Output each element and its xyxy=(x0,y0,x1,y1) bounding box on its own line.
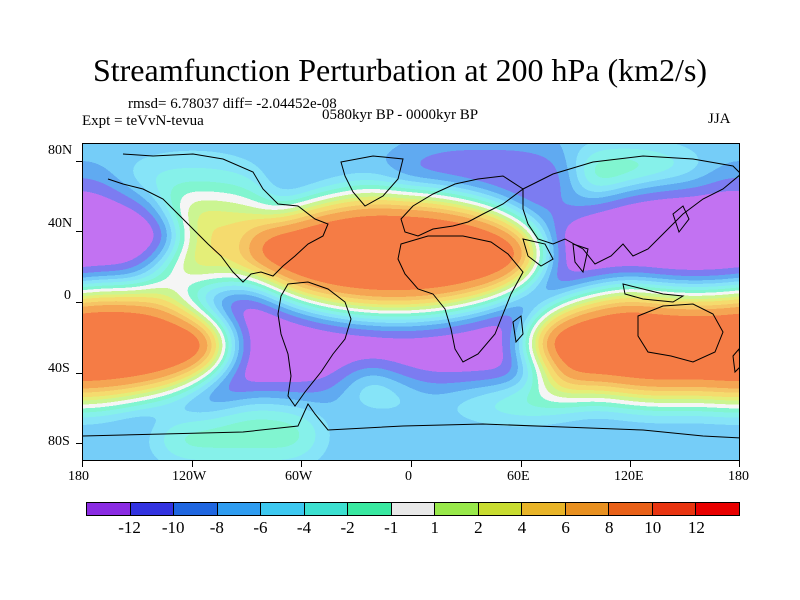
colorbar-box-2 xyxy=(174,503,218,515)
colorbar-label-5: -2 xyxy=(340,518,355,537)
polar-margin-top xyxy=(83,144,739,146)
colorbar-label-1: -10 xyxy=(161,518,185,537)
season-label: JJA xyxy=(708,111,731,127)
field-feature-15 xyxy=(153,401,324,460)
lat-tick-4 xyxy=(76,443,82,445)
colorbar-box-13 xyxy=(652,503,697,515)
colorbar-label-9: 4 xyxy=(517,518,527,537)
colorbar-box-3 xyxy=(217,503,262,515)
colorbar-box-4 xyxy=(261,503,305,515)
colorbar-box-14 xyxy=(696,503,739,515)
lon-tick-1 xyxy=(191,461,193,467)
lat-tick-3 xyxy=(76,372,82,374)
field-feature-0 xyxy=(243,193,544,314)
colorbar-label-13: 12 xyxy=(687,518,705,537)
lon-label-180w: 180 xyxy=(68,469,89,484)
colorbar-label-10: 6 xyxy=(561,518,570,537)
lon-label-120w: 120W xyxy=(172,469,207,484)
colorbar-label-8: 2 xyxy=(474,518,483,537)
lon-label-120e: 120E xyxy=(614,469,644,484)
lon-tick-4 xyxy=(520,461,522,467)
lat-label-0: 0 xyxy=(64,288,71,303)
colorbar-label-11: 8 xyxy=(604,518,614,537)
colorbar-box-12 xyxy=(609,503,653,515)
period-label: 0580kyr BP - 0000kyr BP xyxy=(322,107,479,123)
lat-label-40n: 40N xyxy=(48,216,73,231)
colorbar-box-1 xyxy=(130,503,175,515)
colorbar-box-5 xyxy=(304,503,349,515)
colorbar-label-7: 1 xyxy=(430,518,440,537)
colorbar-box-6 xyxy=(348,503,392,515)
lat-tick-1 xyxy=(76,231,82,233)
field-feature-7 xyxy=(83,181,181,291)
plot-title: Streamfunction Perturbation at 200 hPa (… xyxy=(92,52,708,88)
lon-label-60w: 60W xyxy=(285,469,313,484)
colorbar-box-11 xyxy=(565,503,610,515)
coastlines xyxy=(83,153,739,439)
lon-label-0: 0 xyxy=(405,469,412,484)
colorbar-box-7 xyxy=(391,503,436,515)
lat-label-80n: 80N xyxy=(48,143,73,158)
lon-tick-2 xyxy=(301,461,303,467)
lon-tick-3 xyxy=(411,461,412,467)
streamfunction-map xyxy=(83,144,739,460)
colorbar-label-0: -12 xyxy=(118,518,141,537)
experiment-label: Expt = teVvN-tevua xyxy=(82,113,204,129)
colorbar-label-12: 10 xyxy=(644,518,662,537)
colorbar-box-8 xyxy=(435,503,479,515)
lat-label-40s: 40S xyxy=(48,361,70,376)
colorbar-box-10 xyxy=(522,503,566,515)
colorbar-label-2: -8 xyxy=(209,518,224,537)
lat-tick-2 xyxy=(76,302,82,303)
map-panel xyxy=(82,143,740,461)
lat-label-80s: 80S xyxy=(48,434,70,449)
colorbar-label-3: -6 xyxy=(253,518,268,537)
field-feature-4 xyxy=(601,288,739,403)
lon-tick-5 xyxy=(630,461,632,467)
colorbar-box-9 xyxy=(478,503,523,515)
lon-tick-6 xyxy=(739,461,740,467)
colorbar-box-0 xyxy=(87,503,131,515)
lon-tick-0 xyxy=(82,461,83,467)
colorbar-label-4: -4 xyxy=(296,518,312,537)
lon-label-180e: 180 xyxy=(728,469,749,484)
colorbar xyxy=(86,502,740,516)
field-feature-11 xyxy=(349,300,585,395)
field-feature-4 xyxy=(83,288,231,403)
lon-label-60e: 60E xyxy=(507,469,530,484)
colorbar-label-6: -1 xyxy=(384,518,399,537)
lat-tick-0 xyxy=(76,160,82,162)
stats-text: rmsd= 6.78037 diff= -2.04452e-08 xyxy=(128,96,337,112)
